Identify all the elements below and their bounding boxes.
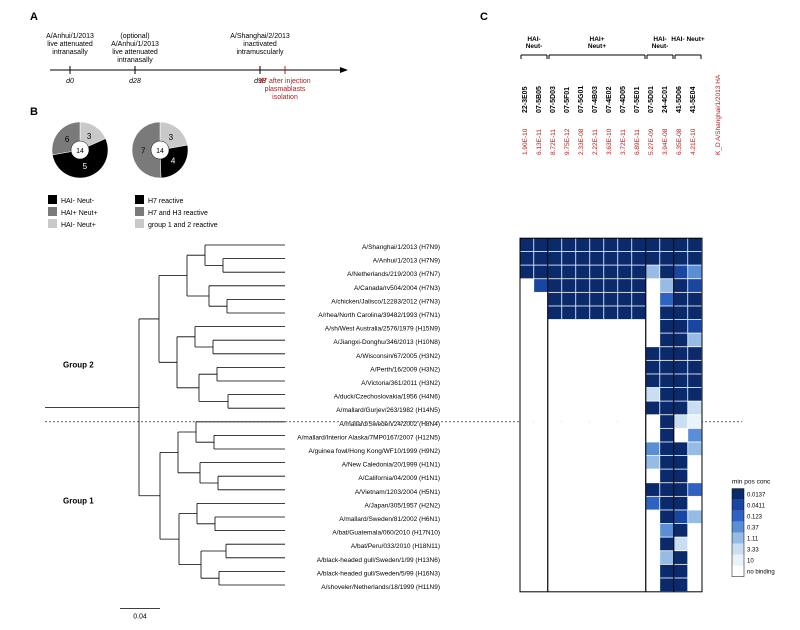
svg-text:07-5E01: 07-5E01 (634, 86, 641, 113)
svg-text:A/mallard/Gurjev/263/1982 (H14: A/mallard/Gurjev/263/1982 (H14N5) (336, 407, 440, 414)
svg-text:3.63E-10: 3.63E-10 (606, 128, 613, 155)
svg-text:4: 4 (171, 157, 176, 166)
svg-text:HAI-Neut-: HAI-Neut- (652, 36, 669, 50)
svg-text:07-4E02: 07-4E02 (606, 86, 613, 113)
svg-text:A/Shanghai/2/2013inactivatedin: A/Shanghai/2/2013inactivatedintramuscula… (230, 33, 290, 56)
svg-text:07-5F01: 07-5F01 (564, 87, 571, 113)
svg-text:group 1 and 2 reactive: group 1 and 2 reactive (148, 222, 218, 229)
svg-text:5.27E-09: 5.27E-09 (648, 128, 655, 155)
svg-text:5: 5 (83, 162, 88, 171)
svg-text:A/Shanghai/1/2013 (H7N9): A/Shanghai/1/2013 (H7N9) (362, 244, 440, 251)
svg-text:3.72E-11: 3.72E-11 (620, 129, 627, 155)
svg-text:HAI- Neut+: HAI- Neut+ (671, 36, 705, 43)
svg-text:A/Netherlands/219/2003 (H7N7): A/Netherlands/219/2003 (H7N7) (347, 271, 440, 278)
svg-text:H7 reactive: H7 reactive (148, 198, 184, 205)
svg-text:C: C (480, 11, 488, 23)
svg-text:A/mallard/Sweden/81/2002 (H6N1: A/mallard/Sweden/81/2002 (H6N1) (339, 516, 440, 523)
svg-text:A/mallard/Interior Alaska/7MP0: A/mallard/Interior Alaska/7MP0167/2007 (… (297, 434, 440, 441)
svg-text:41-5E04: 41-5E04 (690, 86, 697, 113)
svg-text:no binding: no binding (747, 570, 775, 576)
svg-text:07-4D05: 07-4D05 (620, 86, 627, 113)
svg-text:d28: d28 (129, 78, 141, 85)
svg-text:8.72E-11: 8.72E-11 (550, 129, 557, 155)
svg-text:A/Canada/rv504/2004 (H7N3): A/Canada/rv504/2004 (H7N3) (354, 285, 440, 292)
svg-text:3: 3 (169, 133, 174, 142)
figure: Ad0 A/Anhui/1/2013live attenuatedintranas… (0, 0, 800, 630)
svg-text:10: 10 (747, 559, 754, 565)
svg-text:HAI+ Neut+: HAI+ Neut+ (61, 210, 98, 217)
svg-text:A/Anhui/1/2013 (H7N9): A/Anhui/1/2013 (H7N9) (373, 258, 440, 265)
svg-text:07-5D03: 07-5D03 (550, 86, 557, 113)
svg-text:0.123: 0.123 (747, 515, 763, 521)
svg-text:6.35E-08: 6.35E-08 (676, 128, 683, 155)
svg-text:6.13E-11: 6.13E-11 (536, 129, 543, 155)
svg-text:A/Jiangxi-Donghu/346/2013 (H10: A/Jiangxi-Donghu/346/2013 (H10N8) (333, 339, 440, 346)
svg-text:07-4B03: 07-4B03 (592, 86, 599, 113)
svg-text:6.89E-11: 6.89E-11 (634, 129, 641, 155)
svg-text:A/Vietnam/1203/2004 (H5N1): A/Vietnam/1203/2004 (H5N1) (355, 489, 440, 496)
svg-text:1.11: 1.11 (747, 537, 759, 543)
svg-text:3.33: 3.33 (747, 548, 759, 554)
svg-text:A/black-headed gull/Sweden/1/9: A/black-headed gull/Sweden/1/99 (H13N6) (317, 557, 440, 564)
svg-text:3.94E-08: 3.94E-08 (662, 128, 669, 155)
svg-text:6: 6 (65, 135, 70, 144)
svg-text:min pos conc: min pos conc (732, 479, 771, 486)
svg-text:(optional)A/Anhui/1/2013live a: (optional)A/Anhui/1/2013live attenuatedi… (111, 33, 159, 64)
svg-text:41-5D06: 41-5D06 (676, 86, 683, 113)
svg-text:d7 after injectionplasmablasts: d7 after injectionplasmablastsisolation (259, 78, 310, 101)
svg-text:0.37: 0.37 (747, 526, 759, 532)
svg-text:A: A (30, 11, 38, 23)
svg-text:HAI- Neut+: HAI- Neut+ (61, 222, 96, 229)
svg-text:Group 2: Group 2 (63, 360, 94, 369)
svg-text:22-3E05: 22-3E05 (522, 86, 529, 113)
svg-text:0.0137: 0.0137 (747, 493, 766, 499)
svg-text:A/sh/West Australia/2576/1979: A/sh/West Australia/2576/1979 (H15N9) (325, 326, 440, 333)
svg-text:A/rhea/North Carolina/39482/19: A/rhea/North Carolina/39482/1993 (H7N1) (318, 312, 440, 319)
svg-text:07-5B05: 07-5B05 (536, 86, 543, 113)
svg-text:d0: d0 (66, 78, 74, 85)
svg-text:A/guinea fowl/Hong Kong/WF10/1: A/guinea fowl/Hong Kong/WF10/1999 (H9N2) (308, 448, 440, 455)
svg-text:HAI- Neut-: HAI- Neut- (61, 198, 95, 205)
svg-text:A/California/04/2009 (H1N1): A/California/04/2009 (H1N1) (358, 475, 440, 482)
svg-text:14: 14 (156, 148, 164, 155)
svg-text:2.22E-11: 2.22E-11 (592, 129, 599, 155)
svg-text:A/bat/Peru/033/2010 (H18N11): A/bat/Peru/033/2010 (H18N11) (351, 543, 440, 550)
svg-text:07-5G01: 07-5G01 (578, 86, 585, 113)
svg-text:9.75E-12: 9.75E-12 (564, 128, 571, 155)
svg-text:K_D A/Shanghai/1/2013 HA: K_D A/Shanghai/1/2013 HA (715, 74, 722, 155)
svg-text:1.90E-10: 1.90E-10 (522, 128, 529, 155)
svg-text:14: 14 (76, 148, 84, 155)
svg-text:A/Wisconsin/67/2005 (H3N2): A/Wisconsin/67/2005 (H3N2) (356, 353, 440, 360)
svg-text:A/shoveler/Netherlands/18/1999: A/shoveler/Netherlands/18/1999 (H11N9) (321, 584, 440, 591)
svg-text:2.33E-08: 2.33E-08 (578, 128, 585, 155)
svg-text:24-4C01: 24-4C01 (662, 86, 669, 113)
svg-text:3: 3 (87, 132, 92, 141)
svg-text:HAI-Neut-: HAI-Neut- (526, 36, 543, 50)
svg-text:A/Perth/16/2009 (H3N2): A/Perth/16/2009 (H3N2) (370, 366, 440, 373)
svg-text:HAI+Neut+: HAI+Neut+ (588, 36, 606, 50)
svg-text:A/chicken/Jalisco/12283/2012 (: A/chicken/Jalisco/12283/2012 (H7N3) (331, 298, 440, 305)
svg-text:H7 and H3 reactive: H7 and H3 reactive (148, 210, 208, 217)
svg-text:A/Anhui/1/2013live attenuatedi: A/Anhui/1/2013live attenuatedintranasall… (46, 33, 94, 56)
svg-text:Group 1: Group 1 (63, 496, 94, 505)
svg-text:A/duck/Czechoslovakia/1956 (H4: A/duck/Czechoslovakia/1956 (H4N6) (334, 394, 440, 401)
svg-text:A/bat/Guatemala/060/2010 (H17N: A/bat/Guatemala/060/2010 (H17N10) (332, 530, 440, 537)
svg-text:0.0411: 0.0411 (747, 504, 766, 510)
svg-text:4.21E-10: 4.21E-10 (690, 128, 697, 155)
svg-text:7: 7 (141, 146, 146, 155)
svg-text:07-5D01: 07-5D01 (648, 86, 655, 113)
svg-text:A/Victoria/361/2011 (H3N2): A/Victoria/361/2011 (H3N2) (361, 380, 440, 387)
svg-text:B: B (30, 106, 38, 118)
svg-text:0.04: 0.04 (133, 614, 147, 621)
svg-text:A/Japan/305/1957 (H2N2): A/Japan/305/1957 (H2N2) (364, 502, 440, 509)
svg-text:A/New Caledonia/20/1999 (H1N1): A/New Caledonia/20/1999 (H1N1) (342, 462, 440, 469)
svg-text:A/black-headed gull/Sweden/5/9: A/black-headed gull/Sweden/5/99 (H16N3) (317, 570, 440, 577)
